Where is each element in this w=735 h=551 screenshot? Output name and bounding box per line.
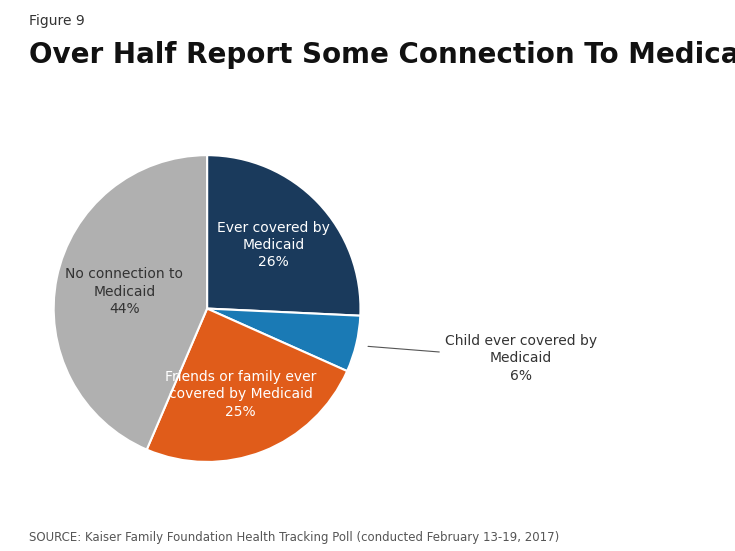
Text: FAMILY: FAMILY xyxy=(639,504,688,517)
Text: THE HENRY J.: THE HENRY J. xyxy=(642,482,685,487)
Text: SOURCE: Kaiser Family Foundation Health Tracking Poll (conducted February 13-19,: SOURCE: Kaiser Family Foundation Health … xyxy=(29,531,559,544)
Text: Figure 9: Figure 9 xyxy=(29,14,85,28)
Wedge shape xyxy=(207,309,360,371)
Text: KAISER: KAISER xyxy=(638,491,689,504)
Text: FOUNDATION: FOUNDATION xyxy=(642,522,685,527)
Text: Over Half Report Some Connection To Medicaid: Over Half Report Some Connection To Medi… xyxy=(29,41,735,69)
Text: Ever covered by
Medicaid
26%: Ever covered by Medicaid 26% xyxy=(218,221,330,269)
Text: No connection to
Medicaid
44%: No connection to Medicaid 44% xyxy=(65,267,184,316)
Text: Child ever covered by
Medicaid
6%: Child ever covered by Medicaid 6% xyxy=(368,334,597,383)
Wedge shape xyxy=(147,309,347,462)
Text: Friends or family ever
covered by Medicaid
25%: Friends or family ever covered by Medica… xyxy=(165,370,316,419)
Wedge shape xyxy=(207,155,360,316)
Wedge shape xyxy=(54,155,207,450)
